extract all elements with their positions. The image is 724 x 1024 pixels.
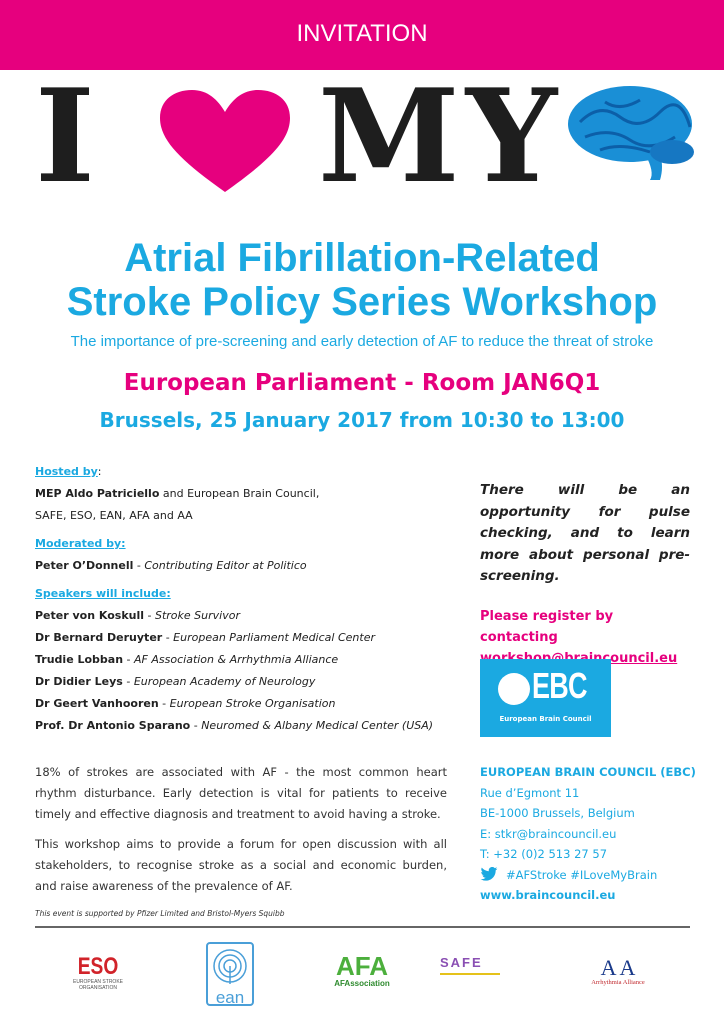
separator: - <box>122 675 134 688</box>
ebc-brain-icon <box>498 673 530 705</box>
speaker-name: Prof. Dr Antonio Sparano <box>35 719 191 732</box>
hosted-heading: Hosted by <box>35 465 98 478</box>
speaker-role: European Parliament Medical Center <box>173 631 375 644</box>
speaker-name: Dr Bernard Deruyter <box>35 631 163 644</box>
subtitle: The importance of pre-screening and earl… <box>70 333 654 350</box>
arrhythmia-alliance-logo: A A Arrhythmia Alliance <box>588 955 648 987</box>
separator: - <box>133 559 145 572</box>
ean-text: ean <box>215 988 245 1007</box>
contact-block: EUROPEAN BRAIN COUNCIL (EBC) Rue d’Egmon… <box>480 762 710 906</box>
twitter-icon <box>480 866 498 881</box>
title-line-1: Atrial Fibrillation-Related <box>124 236 600 280</box>
speaker-item: Dr Geert Vanhooren - European Stroke Org… <box>35 693 455 715</box>
footer-divider <box>35 926 690 928</box>
separator: - <box>144 609 155 622</box>
eso-letters: ESO <box>77 953 119 980</box>
speaker-role: AF Association & Arrhythmia Alliance <box>134 653 339 666</box>
event-date: Brussels, 25 January 2017 from 10:30 to … <box>99 408 625 432</box>
host-rest: and European Brain Council, <box>159 487 320 500</box>
brain-icon <box>568 86 694 180</box>
eso-sub: EUROPEAN STROKE ORGANISATION <box>72 979 123 991</box>
moderated-heading: Moderated by: <box>35 537 126 550</box>
register-text: Please register by contacting <box>480 608 614 645</box>
ean-labyrinth-icon <box>213 949 247 984</box>
hero-word-my: MY <box>318 62 564 212</box>
opportunity-text: There will be an opportunity for pulse c… <box>480 482 690 584</box>
ebc-letters: EBC <box>532 665 588 706</box>
moderator-role: Contributing Editor at Politico <box>144 559 307 572</box>
contact-email[interactable]: E: stkr@braincouncil.eu <box>480 826 617 841</box>
ebc-name: European Brain Council <box>499 715 592 723</box>
afa-letters: AFA <box>336 951 388 981</box>
speakers-list: Peter von Koskull - Stroke Survivor Dr Be… <box>35 605 455 737</box>
paragraph-af-stats: 18% of strokes are associated with AF - … <box>35 765 447 821</box>
speaker-name: Peter von Koskull <box>35 609 145 622</box>
moderator-name: Peter O’Donnell <box>35 559 134 572</box>
contact-org: EUROPEAN BRAIN COUNCIL (EBC) <box>480 765 696 779</box>
separator: - <box>158 697 170 710</box>
paragraph-workshop-aims: This workshop aims to provide a forum fo… <box>35 837 447 893</box>
host-line-2: SAFE, ESO, EAN, AFA and AA <box>35 509 193 522</box>
safe-line <box>440 973 500 975</box>
ebc-logo: EBC European Brain Council <box>480 659 611 737</box>
twitter-hashtags: #AFStroke #ILoveMyBrain <box>506 867 658 882</box>
safe-text: SAFE <box>440 955 483 970</box>
contact-city: BE-1000 Brussels, Belgium <box>480 806 635 820</box>
contact-website[interactable]: www.braincouncil.eu <box>480 888 616 902</box>
eso-logo: ESO EUROPEAN STROKE ORGANISATION <box>68 953 128 992</box>
invitation-banner: INVITATION <box>0 0 724 70</box>
speaker-item: Prof. Dr Antonio Sparano - Neuromed & Al… <box>35 715 455 737</box>
speaker-name: Dr Geert Vanhooren <box>35 697 159 710</box>
speaker-item: Trudie Lobban - AF Association & Arrhyth… <box>35 649 455 671</box>
speaker-name: Trudie Lobban <box>35 653 124 666</box>
speaker-name: Dr Didier Leys <box>35 675 123 688</box>
hero-i-love-my-brain: I MY <box>0 62 724 212</box>
separator: - <box>123 653 135 666</box>
speaker-item: Dr Bernard Deruyter - European Parliamen… <box>35 627 455 649</box>
support-note: This event is supported by Pfizer Limite… <box>35 909 285 918</box>
venue: European Parliament - Room JAN6Q1 <box>123 370 601 396</box>
speaker-item: Peter von Koskull - Stroke Survivor <box>35 605 455 627</box>
aa-letters: A A <box>600 955 636 980</box>
contact-street: Rue d’Egmont 11 <box>480 785 580 800</box>
heart-icon <box>160 90 290 192</box>
speaker-role: Stroke Survivor <box>154 609 240 622</box>
aa-sub: Arrhythmia Alliance <box>591 979 645 986</box>
ean-logo: ean <box>206 942 254 1007</box>
title-line-2: Stroke Policy Series Workshop <box>66 280 658 324</box>
contact-phone: T: +32 (0)2 513 27 57 <box>480 847 608 861</box>
afa-sub: AFAssociation <box>334 979 390 988</box>
speaker-item: Dr Didier Leys - European Academy of Neu… <box>35 671 455 693</box>
speaker-role: European Academy of Neurology <box>133 675 316 688</box>
participants-section: Hosted by: MEP Aldo Patriciello and Euro… <box>35 461 455 737</box>
hero-letter-i: I <box>35 62 95 212</box>
right-column: There will be an opportunity for pulse c… <box>480 480 690 669</box>
speakers-heading: Speakers will include: <box>35 587 171 600</box>
host-name: MEP Aldo Patriciello <box>35 487 160 500</box>
speaker-role: European Stroke Organisation <box>169 697 336 710</box>
afa-logo: AFA AFAssociation <box>330 953 394 988</box>
safe-logo: SAFE <box>440 955 520 975</box>
separator: - <box>190 719 202 732</box>
speaker-role: Neuromed & Albany Medical Center (USA) <box>201 719 434 732</box>
separator: - <box>162 631 174 644</box>
colon: : <box>97 465 102 478</box>
